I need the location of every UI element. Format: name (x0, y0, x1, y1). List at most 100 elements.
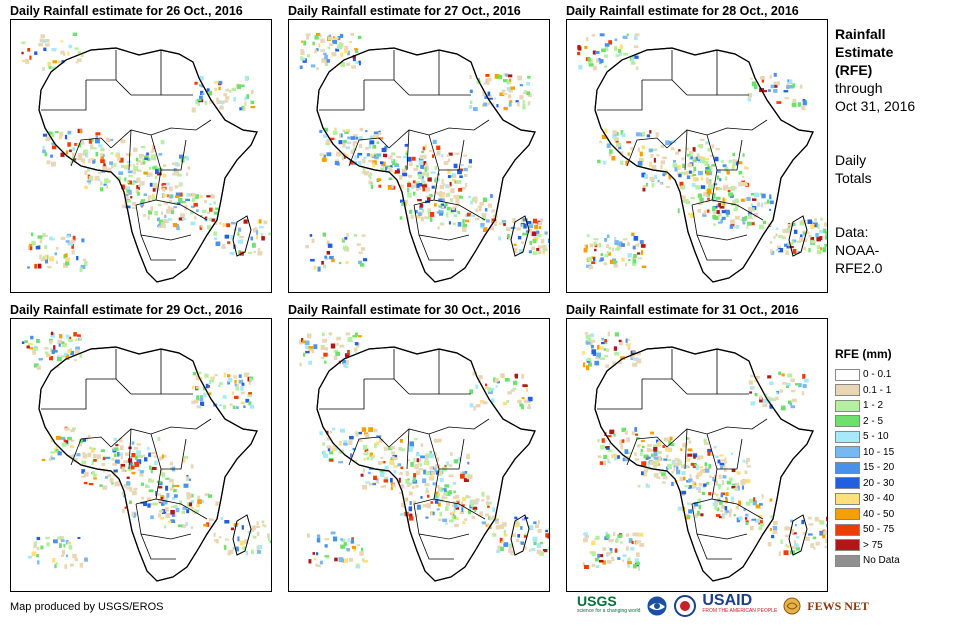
rainfall-cell (48, 65, 52, 69)
rainfall-cell (348, 440, 353, 445)
rainfall-cell (409, 162, 413, 167)
rainfall-cell (523, 92, 527, 95)
rainfall-cell (533, 540, 537, 546)
rainfall-cell (165, 485, 169, 491)
rainfall-cell (743, 508, 746, 512)
rainfall-cell (50, 451, 55, 454)
rainfall-cell (79, 336, 82, 341)
rainfall-cell (622, 238, 628, 241)
rainfall-cell (161, 454, 164, 459)
rainfall-cell (151, 156, 156, 161)
rainfall-cell (152, 188, 156, 192)
rainfall-cell (420, 455, 425, 459)
rainfall-cell (365, 481, 371, 484)
rainfall-cell (492, 519, 497, 522)
rainfall-cell (326, 152, 332, 157)
rainfall-cell (150, 469, 153, 474)
rainfall-cell (141, 158, 146, 162)
rainfall-cell (635, 66, 639, 70)
rainfall-cell (517, 236, 522, 240)
rainfall-cell (734, 487, 737, 491)
country-border (413, 199, 435, 206)
rainfall-cell (324, 127, 328, 132)
rainfall-cell (724, 457, 727, 462)
rainfall-cell (234, 395, 239, 399)
rainfall-cell (606, 244, 610, 248)
rainfall-cell (709, 166, 713, 171)
rainfall-cell (677, 208, 680, 214)
title-line: (RFE) (835, 62, 873, 78)
rainfall-cell (637, 566, 640, 571)
rainfall-cell (502, 401, 508, 406)
rainfall-cell (607, 435, 612, 438)
rainfall-cell (411, 185, 414, 189)
rainfall-cell (719, 178, 722, 182)
rainfall-cell (82, 453, 88, 459)
rainfall-cell (685, 464, 689, 468)
rainfall-cell (634, 35, 638, 41)
rainfall-cell (589, 333, 594, 338)
rainfall-cell (233, 375, 237, 379)
rainfall-cell (358, 439, 363, 442)
rainfall-cell (735, 505, 740, 510)
rainfall-cell (645, 484, 651, 488)
rainfall-cell (725, 186, 731, 190)
rainfall-cell (475, 217, 480, 221)
rainfall-cell (178, 217, 184, 221)
rainfall-cell (414, 464, 419, 469)
rainfall-cell (666, 454, 669, 459)
rainfall-cell (342, 245, 348, 250)
rainfall-cell (360, 473, 364, 477)
rainfall-cell (691, 183, 696, 188)
rainfall-cell (620, 130, 624, 136)
rainfall-cell (750, 203, 754, 206)
rainfall-cell (515, 524, 520, 528)
rainfall-cell (507, 94, 512, 99)
rainfall-cell (714, 156, 719, 162)
rainfall-cell (766, 199, 770, 204)
rainfall-cell (233, 97, 237, 102)
rainfall-cell (510, 86, 515, 90)
rainfall-cell (319, 34, 322, 38)
rainfall-cell (439, 511, 442, 517)
rainfall-cell (413, 500, 417, 505)
rainfall-cell (438, 205, 443, 208)
rainfall-cell (740, 198, 746, 202)
rainfall-cell (211, 218, 215, 222)
rainfall-cell (53, 349, 58, 353)
rainfall-cell (302, 58, 307, 63)
rainfall-cell (487, 523, 490, 527)
rainfall-cell (726, 487, 729, 490)
rainfall-cell (702, 214, 707, 217)
rainfall-cell (52, 238, 55, 241)
rainfall-cell (351, 65, 356, 69)
rainfall-cell (52, 60, 58, 64)
rainfall-cell (805, 536, 810, 541)
country-border (155, 468, 208, 520)
rainfall-cell (691, 481, 696, 484)
rainfall-cell (349, 557, 354, 562)
rainfall-cell (451, 515, 454, 520)
country-border (691, 204, 748, 241)
rainfall-cell (663, 458, 668, 461)
rainfall-cell (209, 203, 212, 206)
rainfall-cell (508, 546, 512, 551)
country-border (691, 498, 713, 505)
rainfall-cell (676, 463, 679, 467)
rainfall-cell (95, 151, 99, 157)
rainfall-cell (59, 334, 63, 339)
rainfall-cell (742, 182, 748, 186)
rainfall-cell (257, 248, 261, 251)
rainfall-cell (66, 235, 70, 238)
country-border (135, 204, 192, 241)
rainfall-cell (148, 167, 152, 170)
rainfall-cell (237, 84, 241, 90)
rainfall-cell (620, 541, 623, 544)
rainfall-cell (31, 240, 36, 246)
rainfall-cell (691, 171, 695, 174)
rainfall-cell (359, 551, 364, 556)
rainfall-cell (191, 493, 194, 498)
rainfall-cell (191, 107, 196, 113)
rainfall-cell (429, 453, 434, 459)
rainfall-cell (688, 478, 693, 482)
